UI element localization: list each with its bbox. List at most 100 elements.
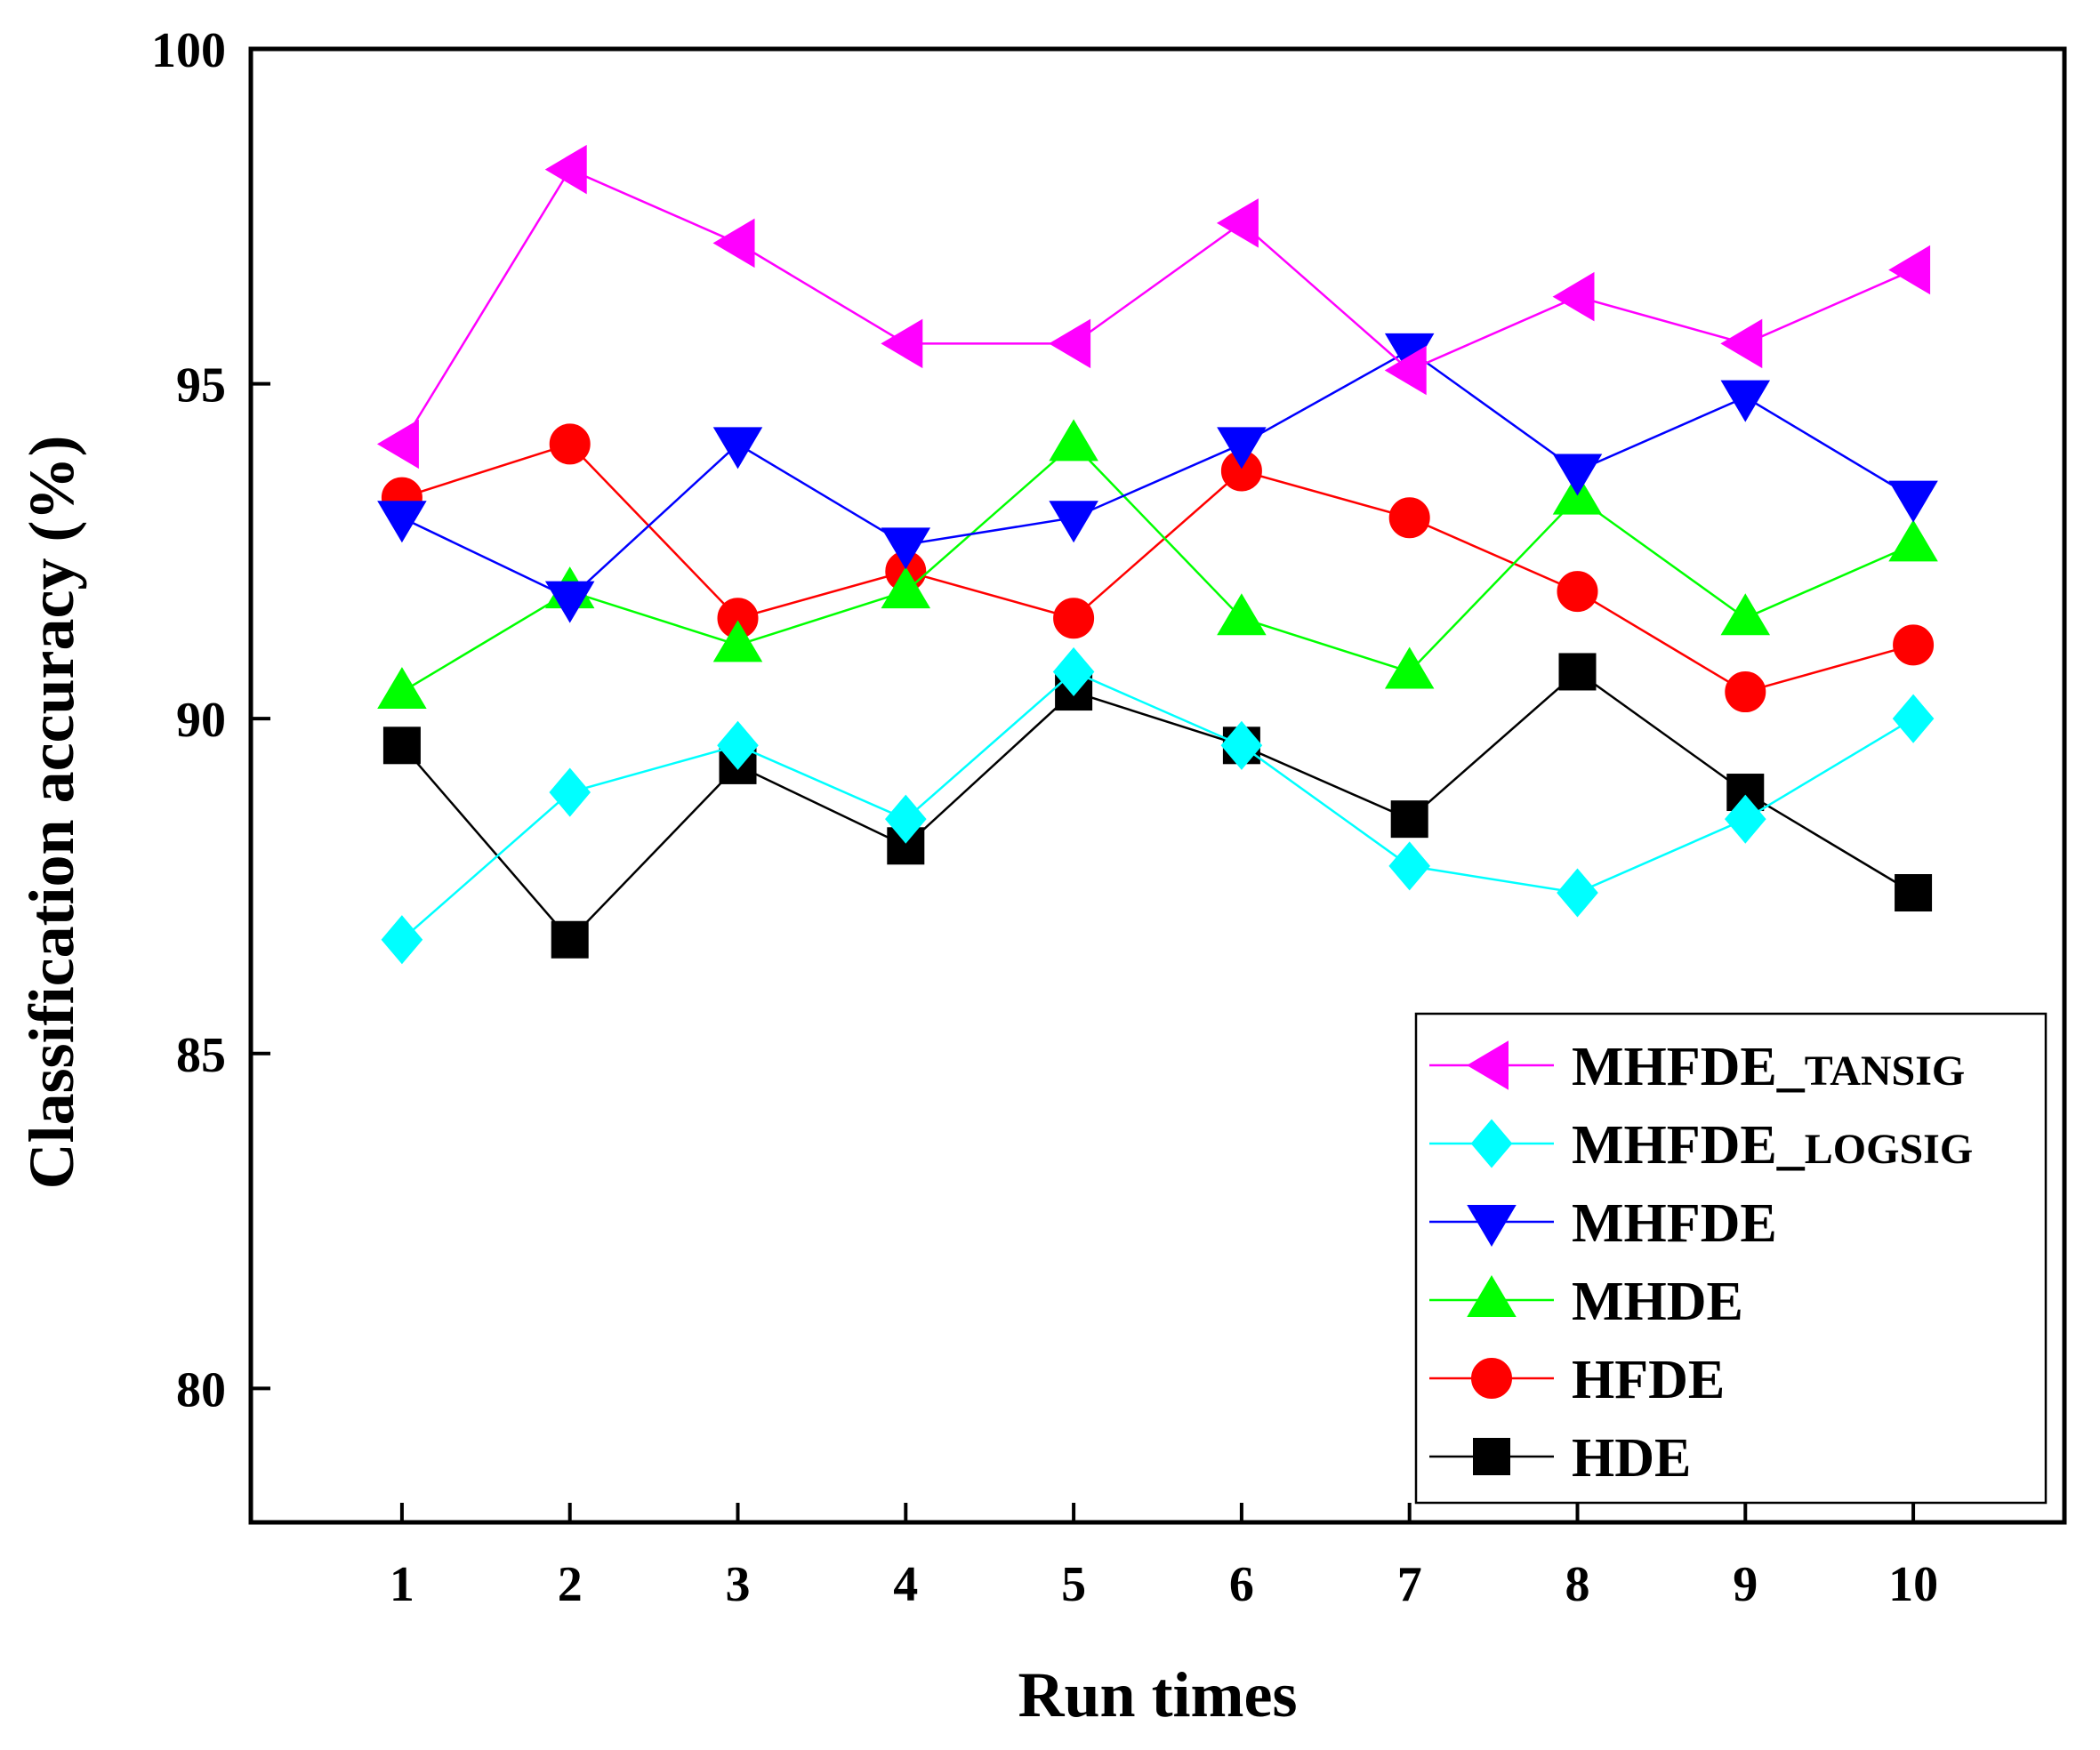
legend-label: MHFDE_LOGSIG bbox=[1572, 1115, 1973, 1176]
series-mhde bbox=[377, 419, 1938, 710]
data-point-mhde bbox=[712, 620, 763, 662]
data-point-hfde bbox=[549, 423, 591, 465]
data-point-hde bbox=[1895, 874, 1933, 912]
data-point-mhde bbox=[377, 667, 427, 710]
x-tick-label: 7 bbox=[1397, 1557, 1422, 1612]
legend-item-hde: HDE bbox=[1429, 1428, 1691, 1489]
data-point-mhfde-logsig bbox=[1724, 794, 1766, 844]
data-point-mhfde-tansig bbox=[1216, 198, 1259, 248]
legend-item-mhfde-logsig: MHFDE_LOGSIG bbox=[1429, 1115, 1973, 1176]
legend-item-mhfde-tansig: MHFDE_TANSIG bbox=[1429, 1037, 1965, 1097]
data-point-mhfde-logsig bbox=[1557, 868, 1598, 918]
data-point-hfde bbox=[1053, 598, 1095, 639]
data-point-mhfde-logsig bbox=[717, 720, 759, 770]
data-point-mhfde bbox=[1552, 454, 1603, 496]
series-line-mhfde-tansig bbox=[400, 167, 1914, 446]
legend-marker bbox=[1467, 1205, 1517, 1247]
series-line-hde bbox=[400, 670, 1914, 942]
y-axis-title: Classification accuracy (%) bbox=[16, 436, 87, 1190]
series-line-mhfde-logsig bbox=[401, 670, 1914, 941]
series-mhfde-tansig bbox=[376, 144, 1931, 470]
x-tick-label: 10 bbox=[1888, 1557, 1938, 1612]
data-point-mhfde bbox=[1888, 480, 1938, 523]
x-tick-label: 2 bbox=[558, 1557, 583, 1612]
series-hfde bbox=[381, 423, 1935, 713]
y-tick-label: 80 bbox=[176, 1362, 226, 1417]
legend-marker bbox=[1467, 1275, 1517, 1317]
legend-item-mhfde: MHFDE bbox=[1429, 1193, 1777, 1254]
series-line-mhfde bbox=[401, 349, 1914, 600]
y-tick-label: 100 bbox=[151, 23, 226, 78]
data-point-hde bbox=[382, 726, 421, 765]
x-tick-label: 8 bbox=[1565, 1557, 1589, 1612]
data-point-hde bbox=[551, 920, 589, 959]
y-tick-label: 95 bbox=[176, 358, 226, 413]
data-point-mhde bbox=[1049, 419, 1098, 462]
legend-label: MHFDE bbox=[1572, 1193, 1777, 1254]
data-point-mhfde-tansig bbox=[1552, 271, 1595, 322]
data-point-mhfde bbox=[1217, 427, 1267, 470]
data-point-hde bbox=[1558, 653, 1597, 691]
legend-marker bbox=[1471, 1358, 1512, 1399]
data-point-mhde bbox=[1720, 593, 1771, 636]
data-point-mhfde-tansig bbox=[1888, 245, 1931, 295]
data-point-mhfde-logsig bbox=[1220, 720, 1263, 770]
x-tick-label: 9 bbox=[1733, 1557, 1758, 1612]
data-point-mhfde-tansig bbox=[376, 419, 419, 470]
legend-label: MHDE bbox=[1572, 1272, 1743, 1332]
legend-box bbox=[1414, 1012, 2048, 1505]
legend-marker bbox=[1470, 1119, 1513, 1168]
x-tick-label: 3 bbox=[726, 1557, 751, 1612]
data-point-mhfde-logsig bbox=[381, 915, 423, 965]
data-point-mhfde-logsig bbox=[549, 767, 591, 817]
x-tick-label: 4 bbox=[893, 1557, 918, 1612]
data-point-mhfde-tansig bbox=[881, 318, 923, 369]
data-point-mhfde-logsig bbox=[1052, 646, 1095, 697]
series-hde bbox=[382, 653, 1933, 959]
legend-label: HFDE bbox=[1572, 1350, 1725, 1410]
data-point-mhde bbox=[1217, 593, 1267, 636]
data-point-mhfde bbox=[881, 527, 931, 570]
x-tick-label: 5 bbox=[1061, 1557, 1086, 1612]
x-tick-label: 1 bbox=[390, 1557, 414, 1612]
data-point-hfde bbox=[1893, 624, 1935, 666]
data-point-mhde bbox=[1384, 646, 1435, 689]
series-line-mhde bbox=[401, 442, 1914, 694]
plot-layer bbox=[376, 144, 1938, 965]
data-point-hfde bbox=[1388, 497, 1430, 539]
data-point-mhfde bbox=[544, 581, 595, 623]
legend-label: HDE bbox=[1572, 1428, 1691, 1489]
axes-layer bbox=[248, 46, 2067, 1525]
data-point-hfde bbox=[1557, 571, 1598, 613]
data-point-mhfde-tansig bbox=[1720, 318, 1763, 369]
data-point-mhfde bbox=[377, 501, 427, 543]
data-point-mhde bbox=[1888, 519, 1938, 562]
data-point-hfde bbox=[1725, 671, 1766, 713]
series-line-hfde bbox=[401, 442, 1914, 694]
data-point-mhfde-tansig bbox=[1384, 345, 1427, 396]
data-point-hde bbox=[1390, 800, 1428, 839]
data-point-mhfde-logsig bbox=[1892, 694, 1935, 743]
data-point-mhfde bbox=[1049, 501, 1098, 543]
x-axis-title: Run times bbox=[1018, 1659, 1297, 1730]
x-axis-ticks: 1 2 3 4 5 6 7 8 9 10 bbox=[390, 1503, 1938, 1612]
data-point-mhfde bbox=[1720, 380, 1771, 422]
legend-item-hfde: HFDE bbox=[1429, 1350, 1725, 1410]
data-point-mhfde-logsig bbox=[884, 794, 927, 844]
x-tick-label: 6 bbox=[1229, 1557, 1254, 1612]
y-tick-label: 85 bbox=[176, 1028, 226, 1083]
legend-marker bbox=[1467, 1040, 1509, 1090]
legend-marker bbox=[1473, 1438, 1510, 1475]
series-mhfde-logsig bbox=[381, 646, 1935, 965]
data-point-mhfde-tansig bbox=[712, 218, 755, 269]
series-mhfde bbox=[377, 333, 1938, 623]
data-point-mhfde-tansig bbox=[1049, 318, 1091, 369]
y-tick-label: 90 bbox=[176, 693, 226, 748]
y-axis-ticks: 80 85 90 95 100 bbox=[151, 23, 270, 1417]
data-point-mhfde bbox=[712, 427, 763, 470]
data-point-mhfde-logsig bbox=[1388, 841, 1431, 891]
data-point-mhde bbox=[881, 566, 931, 609]
legend: MHFDE_TANSIG MHFDE_LOGSIG MHFDE MHDE HFDE HDE bbox=[1414, 1012, 2048, 1505]
legend-item-mhde: MHDE bbox=[1429, 1272, 1743, 1332]
